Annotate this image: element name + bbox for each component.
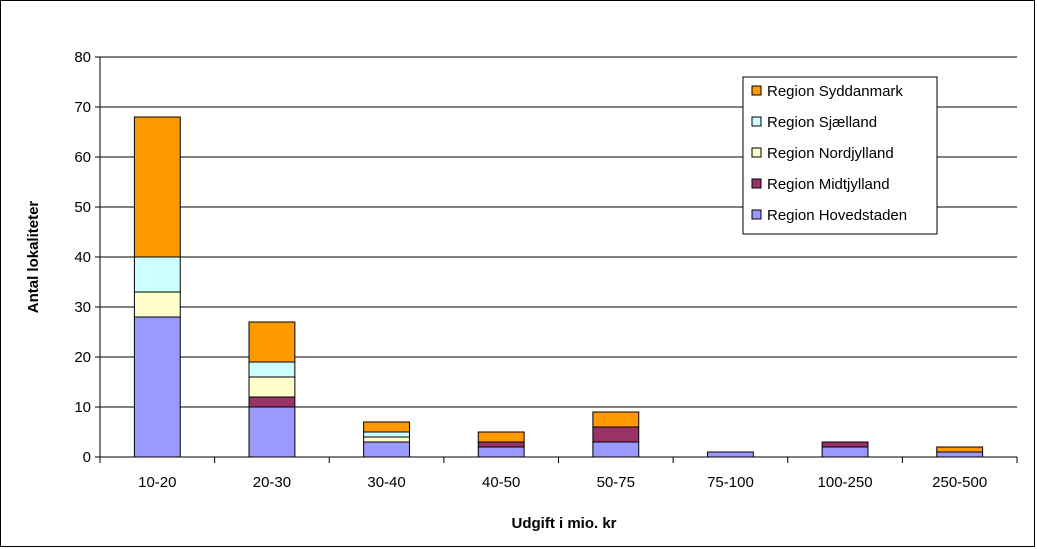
y-tick-label: 40 xyxy=(74,249,91,266)
legend-swatch xyxy=(751,147,762,158)
bar-segment xyxy=(248,406,296,458)
bar-segment xyxy=(248,396,296,408)
legend-swatch xyxy=(751,85,762,96)
x-tick-label: 20-30 xyxy=(253,474,291,491)
legend-label: Region Nordjylland xyxy=(767,145,894,162)
x-tick-label: 50-75 xyxy=(597,474,635,491)
bar-segment xyxy=(133,116,181,258)
legend-swatch xyxy=(751,209,762,220)
bar-segment xyxy=(821,441,869,448)
axes xyxy=(95,56,1018,463)
bar-segment xyxy=(363,441,410,458)
legend: Region Syddanmark Region Sjælland Region N… xyxy=(742,76,938,235)
y-tick-labels: 0 10 20 30 40 50 60 70 80 xyxy=(74,49,91,466)
y-tick-label: 0 xyxy=(83,449,91,466)
x-tick-label: 75-100 xyxy=(707,474,754,491)
legend-label: Region Hovedstaden xyxy=(767,207,907,224)
bars xyxy=(133,116,984,458)
bar-segment xyxy=(821,446,869,458)
bar-segment xyxy=(592,411,640,428)
bar-segment xyxy=(707,451,754,458)
bar-segment xyxy=(936,451,984,458)
y-axis-title: Antal lokaliteter xyxy=(25,201,42,314)
legend-label: Region Midtjylland xyxy=(767,176,890,193)
bar-segment xyxy=(592,441,640,458)
y-tick-label: 70 xyxy=(74,99,91,116)
x-tick-labels: 10-20 20-30 30-40 40-50 50-75 75-100 100-250 25… xyxy=(138,474,987,491)
legend-label: Region Syddanmark xyxy=(767,83,903,100)
y-tick-label: 80 xyxy=(74,49,91,66)
bar-segment xyxy=(248,321,296,363)
bar-segment xyxy=(133,291,181,318)
y-tick-label: 20 xyxy=(74,349,91,366)
legend-box xyxy=(742,76,938,235)
bar-segment xyxy=(477,441,525,448)
bar-segment xyxy=(133,316,181,458)
bar-segment xyxy=(363,431,410,438)
bar-segment xyxy=(363,421,410,433)
y-tick-label: 10 xyxy=(74,399,91,416)
x-tick-label: 40-50 xyxy=(482,474,520,491)
y-tick-label: 50 xyxy=(74,199,91,216)
bar-segment xyxy=(133,256,181,293)
bar-segment xyxy=(248,361,296,378)
x-axis-title: Udgift i mio. kr xyxy=(512,515,617,532)
legend-label: Region Sjælland xyxy=(767,114,877,131)
bar-segment xyxy=(363,436,410,443)
legend-swatch xyxy=(751,116,762,127)
bar-segment xyxy=(936,446,984,453)
bar-segment xyxy=(477,431,525,443)
y-tick-label: 60 xyxy=(74,149,91,166)
bar-segment xyxy=(592,426,640,443)
x-tick-label: 250-500 xyxy=(932,474,987,491)
x-tick-label: 10-20 xyxy=(138,474,176,491)
legend-swatch xyxy=(751,178,762,189)
bar-segment xyxy=(477,446,525,458)
x-tick-label: 30-40 xyxy=(367,474,405,491)
x-tick-label: 100-250 xyxy=(818,474,873,491)
bar-segment xyxy=(248,376,296,398)
y-tick-label: 30 xyxy=(74,299,91,316)
